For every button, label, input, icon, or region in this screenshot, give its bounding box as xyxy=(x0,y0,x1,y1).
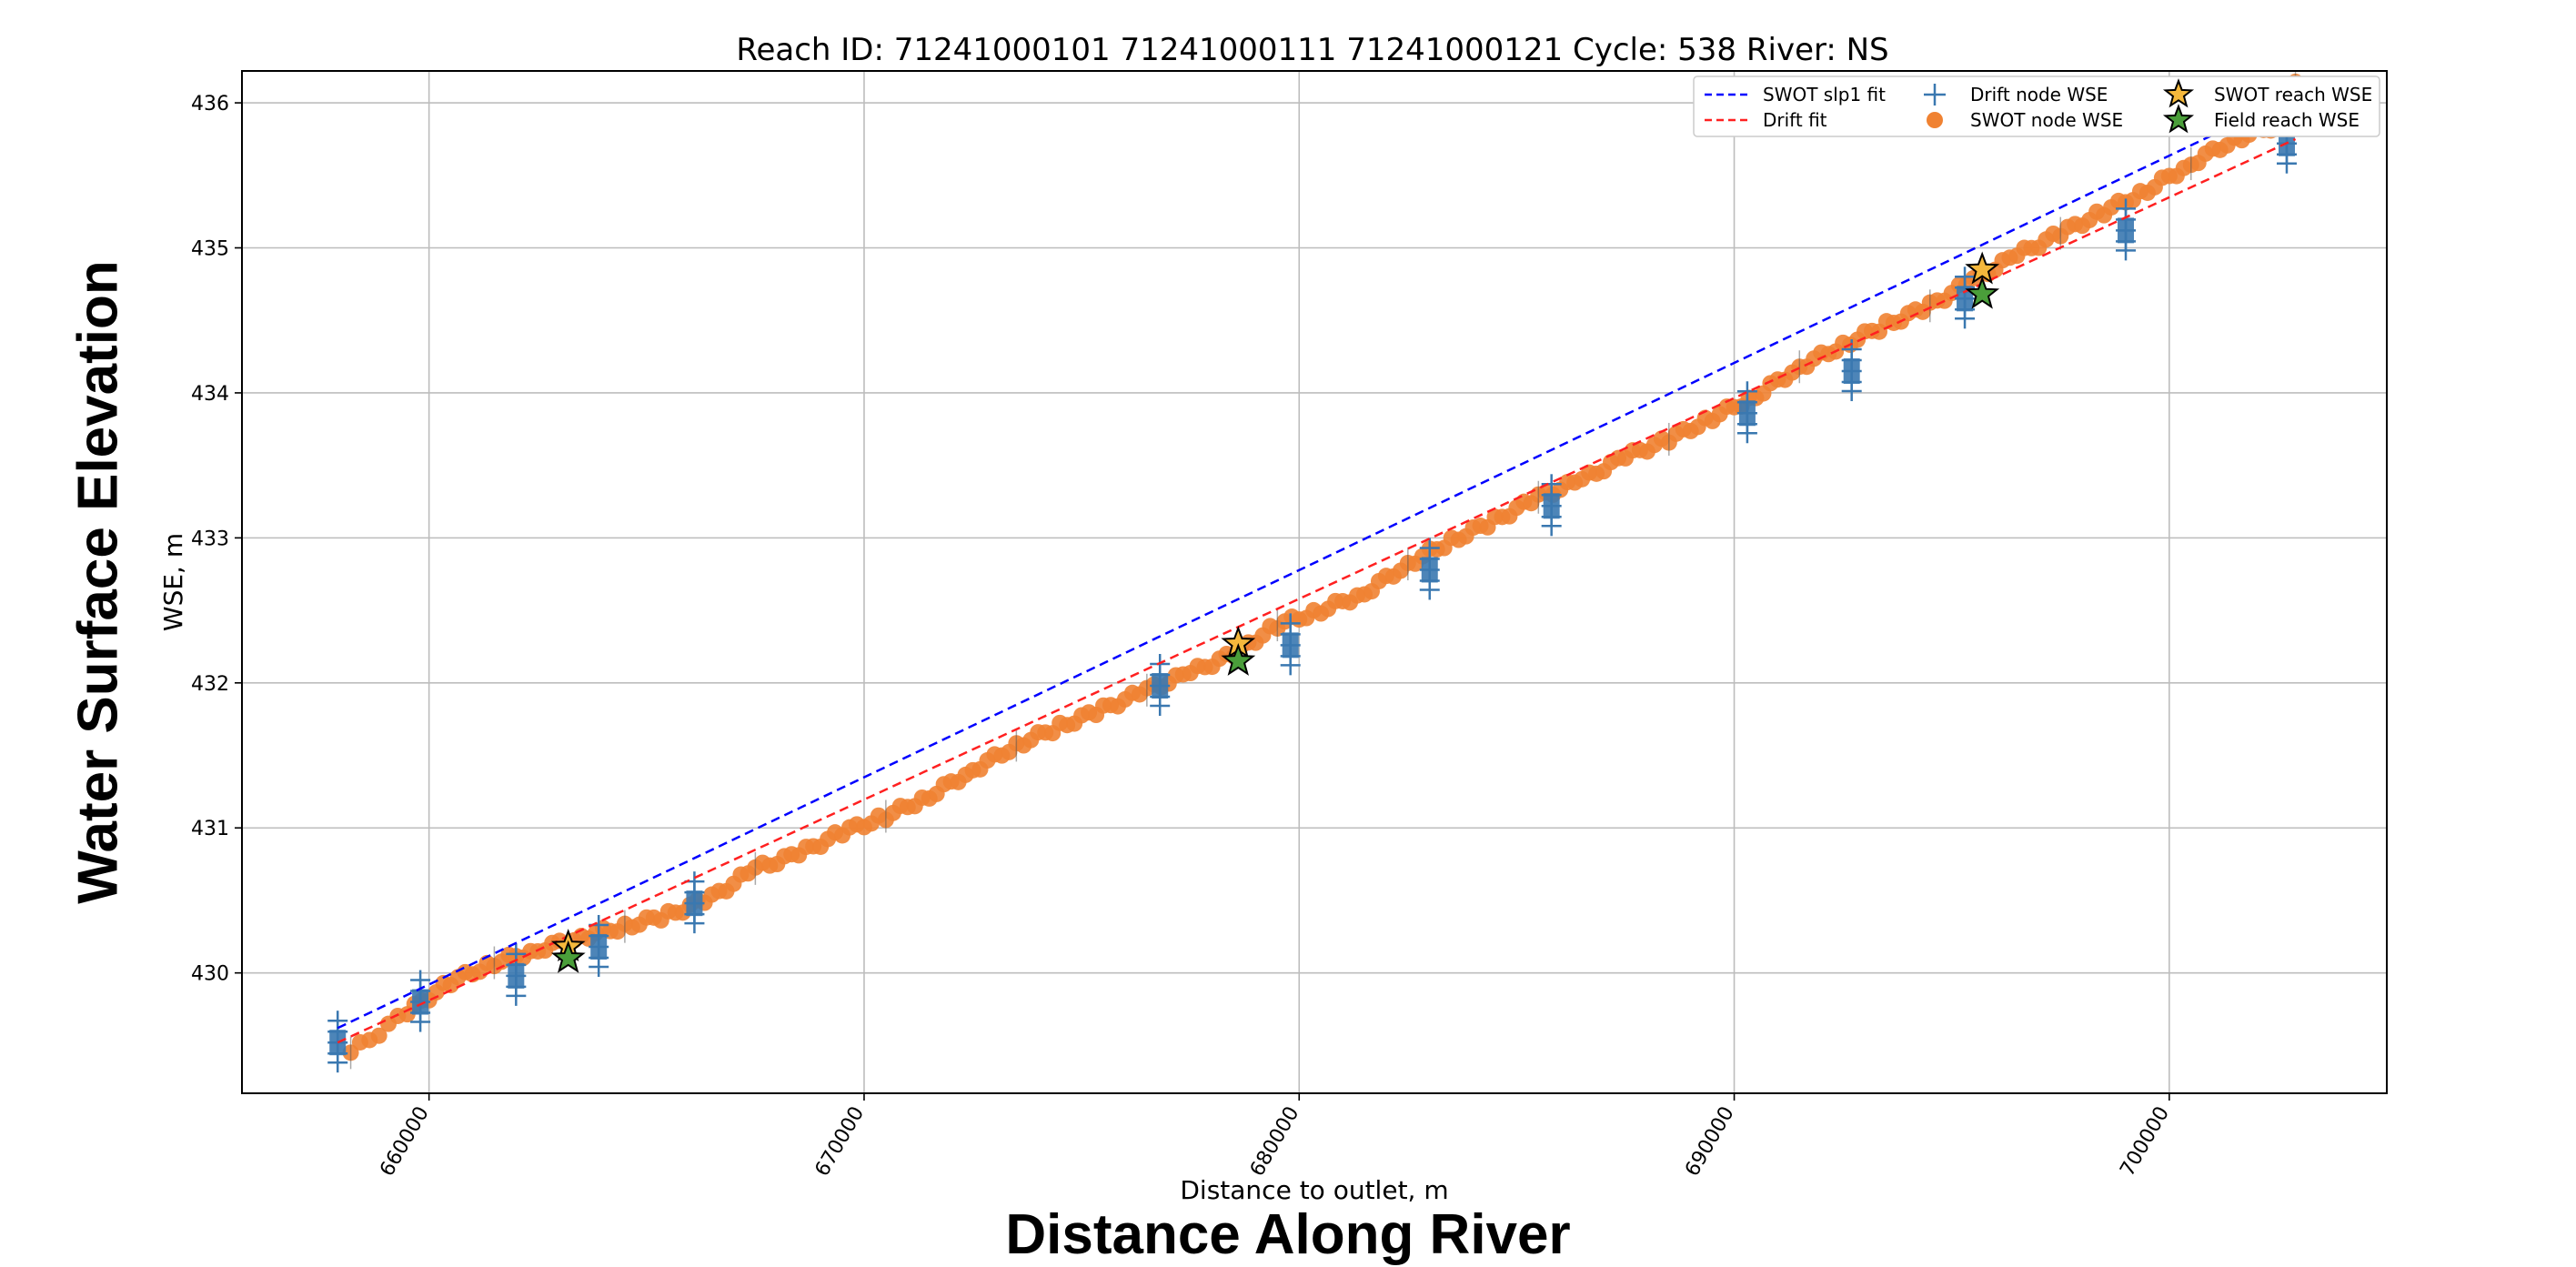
y-tick-label: 431 xyxy=(191,818,229,840)
swot-fit-line xyxy=(337,94,2297,1030)
drift-node-marker xyxy=(684,913,705,934)
y-axis-label: WSE, m xyxy=(158,533,188,631)
legend: SWOT slp1 fit Drift fit Drift node WSE SWOT… xyxy=(1693,75,2380,137)
legend-label: Drift fit xyxy=(1763,109,1827,131)
drift-node-marker xyxy=(1280,655,1301,676)
legend-star-swatch xyxy=(2162,78,2195,108)
legend-label: SWOT reach WSE xyxy=(2214,84,2372,106)
legend-label: Drift node WSE xyxy=(1970,84,2108,106)
legend-star-swatch xyxy=(2162,104,2195,134)
y-tick-label: 435 xyxy=(191,238,229,261)
chart-title: Reach ID: 71241000101 71241000111 712410… xyxy=(736,32,1888,68)
legend-plus-swatch xyxy=(1924,84,1946,106)
drift-node-marker xyxy=(1150,695,1171,716)
field-reach-star xyxy=(1221,643,1256,676)
drift-node-marker xyxy=(2116,240,2137,261)
legend-label: Field reach WSE xyxy=(2214,109,2360,131)
legend-circle-swatch xyxy=(1927,112,1943,128)
x-tick-label: 660000 xyxy=(376,1103,434,1181)
x-tick-label: 680000 xyxy=(1246,1103,1304,1181)
field-reach-star xyxy=(550,940,586,973)
plot-frame xyxy=(241,70,2388,1094)
drift-node-marker xyxy=(327,1052,348,1073)
drift-node-marker xyxy=(1541,516,1562,537)
y-tick-label: 436 xyxy=(191,93,229,116)
swot-reach-star xyxy=(1965,251,2000,285)
drift-node-marker xyxy=(1736,423,1757,444)
drift-node-marker xyxy=(506,985,527,1006)
drift-node-marker xyxy=(1419,579,1440,600)
legend-box xyxy=(1693,75,2380,137)
drift-node-marker xyxy=(1955,308,1976,329)
x-axis-label: Distance to outlet, m xyxy=(1180,1175,1448,1205)
x-tick-label: 700000 xyxy=(2116,1103,2174,1181)
plot-data xyxy=(327,71,2304,1073)
outer-y-label: Water Surface Elevation xyxy=(66,260,130,904)
axis-ticks: 660000 670000 680000 690000 700000 430 431 432 4… xyxy=(191,93,2174,1181)
legend-label: SWOT node WSE xyxy=(1970,109,2123,131)
y-tick-label: 434 xyxy=(191,383,229,406)
outer-x-label: Distance Along River xyxy=(1005,1203,1571,1266)
drift-node-marker xyxy=(589,956,609,977)
swot-node-point xyxy=(370,1027,387,1044)
y-tick-label: 430 xyxy=(191,963,229,986)
drift-node-marker xyxy=(2276,153,2297,174)
drift-node-marker xyxy=(1841,381,1862,402)
x-tick-label: 690000 xyxy=(1681,1103,1739,1181)
y-tick-label: 433 xyxy=(191,528,229,550)
x-tick-label: 670000 xyxy=(811,1103,870,1181)
drift-node-marker xyxy=(410,1011,431,1032)
field-reach-star xyxy=(1965,276,2000,309)
legend-label: SWOT slp1 fit xyxy=(1763,84,1886,106)
drift-fit-line xyxy=(337,137,2297,1044)
y-tick-label: 432 xyxy=(191,673,229,696)
